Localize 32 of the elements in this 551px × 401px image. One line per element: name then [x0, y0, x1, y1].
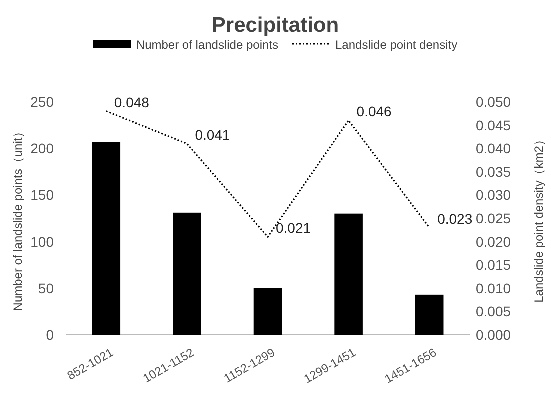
y-tick-label: 250 [30, 94, 54, 110]
legend-label: Landslide point density [335, 38, 458, 52]
y2-tick-label: 0.000 [476, 327, 512, 343]
data-label: 0.046 [356, 104, 392, 120]
y-tick-label: 150 [30, 187, 54, 204]
data-label: 0.021 [276, 220, 312, 236]
y2-axis-title: Landslide point density（km2） [532, 134, 546, 303]
y2-tick-label: 0.020 [476, 234, 512, 250]
y2-tick-label: 0.015 [476, 257, 512, 274]
data-label: 0.041 [195, 126, 230, 143]
y-tick-label: 100 [30, 234, 54, 250]
data-label: 0.023 [438, 210, 473, 227]
y-tick-label: 50 [38, 280, 54, 296]
y2-tick-label: 0.035 [476, 164, 512, 180]
y-axis-title: Number of landslide points（unit） [11, 126, 25, 312]
bar [254, 288, 282, 335]
y2-tick-label: 0.030 [476, 187, 512, 204]
bar [92, 142, 121, 335]
legend-label: Number of landslide points [136, 38, 278, 52]
y2-tick-label: 0.025 [476, 210, 512, 226]
y2-tick-label: 0.040 [476, 140, 512, 157]
bar [415, 294, 444, 335]
chart-title: Precipitation [212, 14, 340, 37]
data-label: 0.048 [114, 94, 150, 110]
bar [334, 214, 363, 335]
y2-tick-label: 0.005 [476, 304, 512, 320]
y2-tick-label: 0.045 [476, 117, 512, 134]
y2-tick-label: 0.010 [476, 280, 512, 296]
y2-tick-label: 0.050 [476, 94, 512, 110]
y-tick-label: 0 [46, 327, 54, 343]
bar [173, 212, 202, 335]
y-tick-label: 200 [30, 140, 54, 157]
